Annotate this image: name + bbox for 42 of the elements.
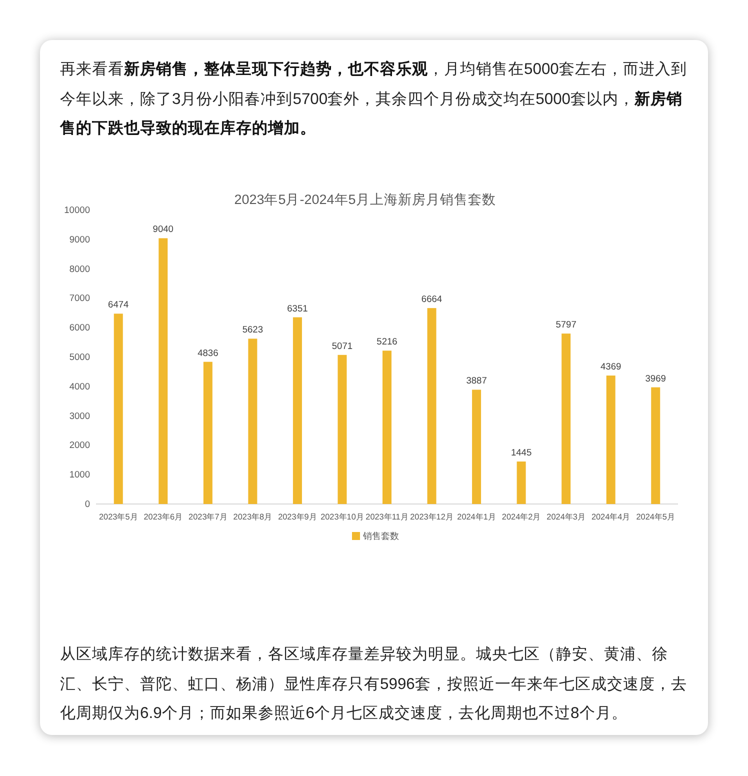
legend-label: 销售套数 <box>362 531 399 541</box>
data-label: 1445 <box>510 448 532 458</box>
y-tick-label: 4000 <box>69 381 90 392</box>
x-tick-label: 2023年5月 <box>98 512 138 522</box>
annotation: 再来看看新房销售，整体呈现下行趋势，也不容乐观，月均销售在5000套左右，而进入到今年以来，除了3月份小阳春冲到5700套外，其余四个月份成交均在5000套以内，新房销售的下跌也导致的现在库存的增加。 <box>60 60 688 139</box>
x-tick-label: 2023年9月 <box>278 512 317 522</box>
y-tick-label: 5000 <box>69 352 90 362</box>
annotation: 从区域库存的统计数据来看，各区域库存量差异较为明显。城央七区（静安、黄浦、徐汇、长宁、普陀、虹口、杨浦）显性库存只有5996套，按照近一年来年七区成交速度，去化周期仅为6.9个月；而如果参照近6个月七区成交速度，去化周期也不过8个月。 <box>60 645 688 724</box>
data-label: 3887 <box>466 376 487 386</box>
y-tick-label: 6000 <box>69 322 90 333</box>
x-tick-label: 2024年2月 <box>502 512 541 522</box>
data-label: 6664 <box>421 294 442 304</box>
y-tick-label: 0 <box>84 499 90 509</box>
data-label: 5216 <box>376 336 398 347</box>
x-tick-label: 2023年7月 <box>188 512 228 522</box>
y-tick-label: 1000 <box>69 470 90 480</box>
x-tick-label: 2024年1月 <box>457 512 496 522</box>
data-label: 5797 <box>556 320 576 330</box>
title: 2023年5月-2024年5月上海新房月销售套数 <box>234 192 496 207</box>
x-tick-label: 2024年5月 <box>636 512 676 522</box>
x-tick-label: 2023年12月 <box>410 512 454 522</box>
data-label: 6351 <box>287 303 308 314</box>
data-label: 4836 <box>198 348 218 358</box>
x-tick-label: 2024年4月 <box>591 512 630 522</box>
y-tick-label: 9000 <box>69 234 90 244</box>
y-tick-label: 3000 <box>69 410 90 421</box>
x-tick-label: 2023年11月 <box>366 512 408 522</box>
data-label: 6474 <box>108 300 129 310</box>
x-tick-label: 2023年10月 <box>320 512 364 522</box>
legend: 销售套数 <box>352 531 399 541</box>
data-label: 5071 <box>332 340 353 351</box>
data-label: 3969 <box>645 373 666 384</box>
x-tick-label: 2024年3月 <box>546 512 586 522</box>
data-label: 9040 <box>152 224 174 234</box>
y-tick-label: 10000 <box>64 205 90 215</box>
y-tick-label: 8000 <box>69 264 90 274</box>
y-tick-label: 7000 <box>69 293 90 304</box>
x-tick-label: 2023年8月 <box>233 512 272 522</box>
data-label: 4369 <box>600 362 622 372</box>
x-tick-label: 2023年6月 <box>144 512 183 522</box>
y-tick-label: 2000 <box>69 440 90 450</box>
data-label: 5623 <box>242 324 264 335</box>
